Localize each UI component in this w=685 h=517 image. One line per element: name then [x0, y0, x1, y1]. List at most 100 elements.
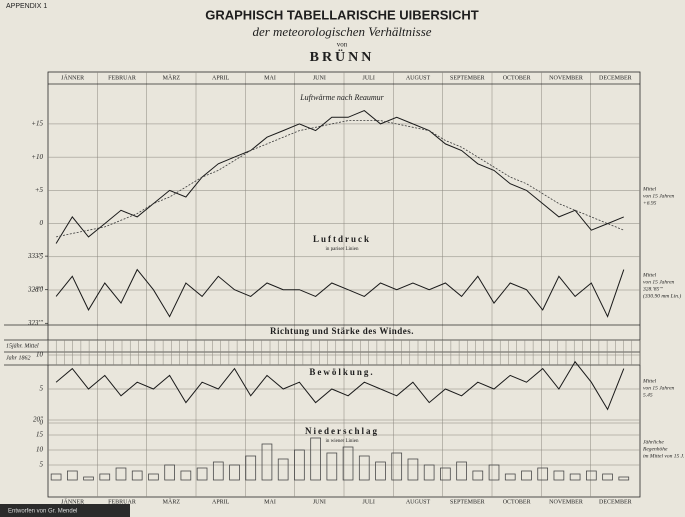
- month-label-bottom: SEPTEMBER: [450, 499, 485, 505]
- month-label-top: JULI: [362, 75, 374, 81]
- bar: [440, 467, 451, 481]
- month-label-bottom: JUNI: [313, 499, 326, 505]
- month-label-bottom: FEBRUAR: [108, 499, 136, 505]
- annotation: von 15 Jahren: [643, 385, 675, 391]
- panel-title: Niederschlag: [305, 426, 379, 436]
- bar: [375, 461, 386, 481]
- bar: [148, 473, 159, 481]
- annotation: 5.45: [643, 391, 653, 398]
- y-tick-label: -5: [37, 252, 43, 260]
- annotation: +6.95: [643, 200, 657, 206]
- month-label-top: SEPTEMBER: [450, 75, 485, 81]
- annotation: Mittel: [642, 272, 657, 278]
- bar: [569, 473, 581, 481]
- data-line: [55, 360, 625, 411]
- month-label-top: OCTOBER: [503, 75, 531, 81]
- place: BRÜNN: [310, 48, 375, 65]
- month-label-bottom: DECEMBER: [599, 499, 632, 505]
- month-label-top: MÄRZ: [163, 74, 181, 81]
- y-tick-label: 10: [36, 446, 44, 454]
- y-tick-label: 5: [40, 385, 44, 393]
- bar: [229, 464, 240, 481]
- bar: [326, 452, 338, 481]
- month-label-bottom: NOVEMBER: [549, 499, 583, 505]
- annotation: Mittel: [642, 186, 657, 192]
- bar: [212, 461, 224, 481]
- bar: [391, 452, 403, 481]
- annotation: von 15 Jahren: [643, 279, 675, 285]
- data-line: [55, 110, 624, 244]
- panel-subtitle: in wiener Linien: [325, 439, 359, 444]
- von: von: [337, 41, 348, 49]
- y-tick-label: 15: [36, 431, 44, 439]
- y-tick-label: +5: [35, 186, 44, 194]
- annotation: 328.'85''': [642, 286, 664, 292]
- bar: [131, 470, 143, 481]
- month-label-top: NOVEMBER: [549, 75, 583, 81]
- wind-row-label: 15jähr. Mittel: [6, 343, 39, 349]
- y-tick-label: +10: [31, 153, 43, 161]
- bar: [342, 446, 354, 481]
- bar: [50, 473, 62, 481]
- y-tick-label: 0: [40, 219, 44, 227]
- annotation: Regenhöhe: [642, 446, 668, 452]
- bar: [115, 467, 127, 481]
- bar: [277, 458, 289, 481]
- bar: [521, 470, 532, 481]
- sheet-subtitle: der meteorologischen Verhältnisse: [252, 24, 431, 39]
- data-line: [55, 268, 625, 318]
- bar: [423, 464, 435, 481]
- y-tick-label: 0: [40, 419, 44, 427]
- bar: [358, 455, 370, 481]
- month-label-bottom: JÄNNER: [61, 498, 84, 505]
- wind-title: Richtung und Stärke des Windes.: [270, 326, 414, 336]
- month-label-top: DECEMBER: [599, 75, 632, 81]
- bar: [196, 467, 208, 481]
- bar: [83, 476, 94, 481]
- data-line: [56, 120, 624, 238]
- annotation: Jährliche: [643, 439, 664, 445]
- month-label-bottom: MÄRZ: [163, 498, 181, 505]
- y-tick-label: -10: [34, 286, 44, 294]
- month-label-top: FEBRUAR: [108, 75, 136, 81]
- bar: [618, 476, 630, 481]
- bar: [66, 470, 78, 481]
- annotation: im Mittel von 15 J.: [643, 453, 684, 459]
- footer-band: [0, 504, 130, 517]
- annotation: von 15 Jahren: [643, 193, 675, 199]
- appendix: APPENDIX 1: [6, 3, 47, 10]
- bar: [245, 455, 257, 481]
- month-label-top: JÄNNER: [61, 74, 84, 81]
- month-label-top: AUGUST: [406, 75, 431, 81]
- bar: [164, 464, 175, 481]
- panel-title: Luftwärme nach Reaumur: [299, 93, 384, 102]
- panel-subtitle: in pariser Linien: [325, 247, 359, 252]
- wind-row-label: Jahr 1862: [6, 355, 31, 361]
- month-label-top: JUNI: [313, 75, 326, 81]
- month-label-bottom: MAI: [264, 499, 276, 505]
- annotation: Mittel: [642, 378, 657, 384]
- credit: Entworfen von Gr. Mendel: [8, 509, 77, 515]
- bar: [294, 449, 305, 481]
- bar: [504, 473, 516, 481]
- bar: [553, 470, 565, 481]
- month-label-bottom: OCTOBER: [503, 499, 531, 505]
- month-label-top: APRIL: [212, 75, 230, 81]
- bar: [310, 437, 321, 481]
- y-tick-label: 5: [40, 461, 44, 469]
- panel-title: Luftdruck: [313, 234, 371, 244]
- bar: [407, 458, 419, 481]
- panel-title: Bewölkung.: [309, 367, 374, 377]
- bar: [586, 470, 597, 481]
- y-tick-label: 10: [36, 351, 44, 359]
- bar: [472, 470, 484, 481]
- month-label-bottom: AUGUST: [406, 499, 431, 505]
- bar: [180, 470, 192, 481]
- y-tick-label: 20'': [33, 416, 43, 424]
- bar: [602, 473, 613, 481]
- month-label-bottom: APRIL: [212, 499, 230, 505]
- y-tick-label: +15: [31, 120, 43, 128]
- month-label-top: MAI: [264, 75, 276, 81]
